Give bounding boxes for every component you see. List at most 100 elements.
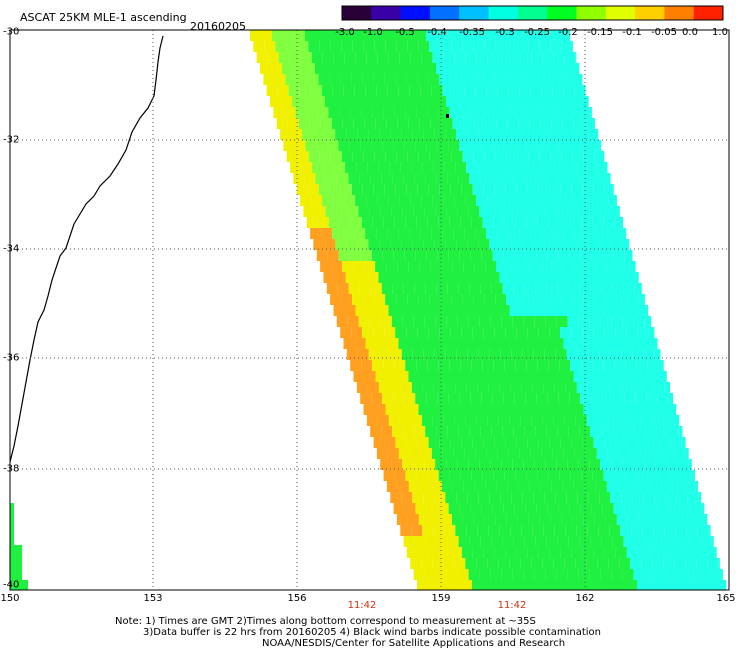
swath-cell [357,349,369,360]
swath-cell [467,492,479,503]
swath-cell [370,426,382,437]
swath-cell [582,184,594,195]
swath-cell [671,404,677,415]
swath-cell [363,41,375,52]
swath-cell [676,492,688,503]
swath-cell [623,536,635,547]
swath-cell [490,206,502,217]
swath-cell [548,107,560,118]
swath-cell [270,96,281,107]
swath-cell [366,415,378,426]
swath-cell [543,162,555,173]
swath-cell [512,316,524,327]
swath-cell [647,470,659,481]
swath-cell [665,492,677,503]
swath-cell [637,547,649,558]
swath-cell [572,404,584,415]
swath-cell [566,349,578,360]
swath-cell [538,327,550,338]
swath-cell [625,470,637,481]
swath-cell [437,30,448,41]
swath-cell [497,85,509,96]
swath-cell [397,371,409,382]
swath-cell [520,558,532,569]
swath-cell [483,547,495,558]
swath-cell [498,305,510,316]
swath-cell [677,569,689,580]
swath-cell [644,316,652,327]
swath-cell [628,481,640,492]
swath-cell [576,162,588,173]
swath-cell [306,217,318,228]
swath-cell [423,349,435,360]
swath-cell [698,492,702,503]
swath-cell [420,228,432,239]
swath-cell [614,360,626,371]
swath-cell [513,173,525,184]
swath-cell [479,316,491,327]
colorbar-segment [635,6,665,20]
swath-cell [331,118,343,129]
swath-cell [414,426,426,437]
swath-cell [531,52,543,63]
colorbar-tick: -0.2 [558,27,578,38]
swath-cell [471,470,483,481]
swath-cell [527,184,539,195]
swath-cell [391,316,403,327]
swath-cell [590,426,602,437]
swath-cell [587,525,599,536]
swath-cell [487,195,499,206]
swath-cell [499,162,511,173]
swath-cell [478,239,490,250]
swath-cell [669,470,681,481]
swath-cell [412,349,424,360]
swath-cell [438,217,450,228]
swath-cell [430,481,442,492]
swath-cell [464,338,476,349]
swath-cell [336,316,348,327]
swath-cell [650,481,662,492]
swath-cell [664,525,676,536]
swath-cell [483,580,494,590]
swath-cell [674,558,686,569]
swath-cell [305,30,316,41]
swath-cell [461,437,473,448]
swath-cell [401,349,413,360]
swath-cell [568,536,580,547]
swath-cell [411,382,423,393]
swath-cell [597,195,609,206]
swath-cell [385,151,397,162]
swath-cell [654,349,661,360]
swath-cell [359,283,371,294]
swath-cell [439,327,451,338]
swath-cell [660,514,672,525]
swath-cell [314,206,326,217]
swath-cell [484,41,496,52]
swath-cell [278,52,290,63]
swath-cell [491,536,503,547]
swath-cell [391,206,403,217]
swath-cell [686,525,698,536]
map-border [9,29,730,591]
swath-cell [551,371,563,382]
swath-cell [410,195,422,206]
swath-cell [524,426,536,437]
swath-cell [492,140,504,151]
swath-cell [428,74,440,85]
swath-cell [319,41,331,52]
swath-cell [494,327,506,338]
swath-cell [513,63,524,74]
swath-cell [450,327,462,338]
swath-cell [253,41,265,52]
swath-cell [603,217,615,228]
swath-cell [543,525,555,536]
swath-cell [381,173,393,184]
swath-cell [444,162,456,173]
swath-cell [456,349,468,360]
swath-cell [619,558,631,569]
swath-cell [517,151,529,162]
swath-cell [616,404,628,415]
swath-cell [427,470,439,481]
swath-cell [592,217,604,228]
swath-cell [530,338,542,349]
